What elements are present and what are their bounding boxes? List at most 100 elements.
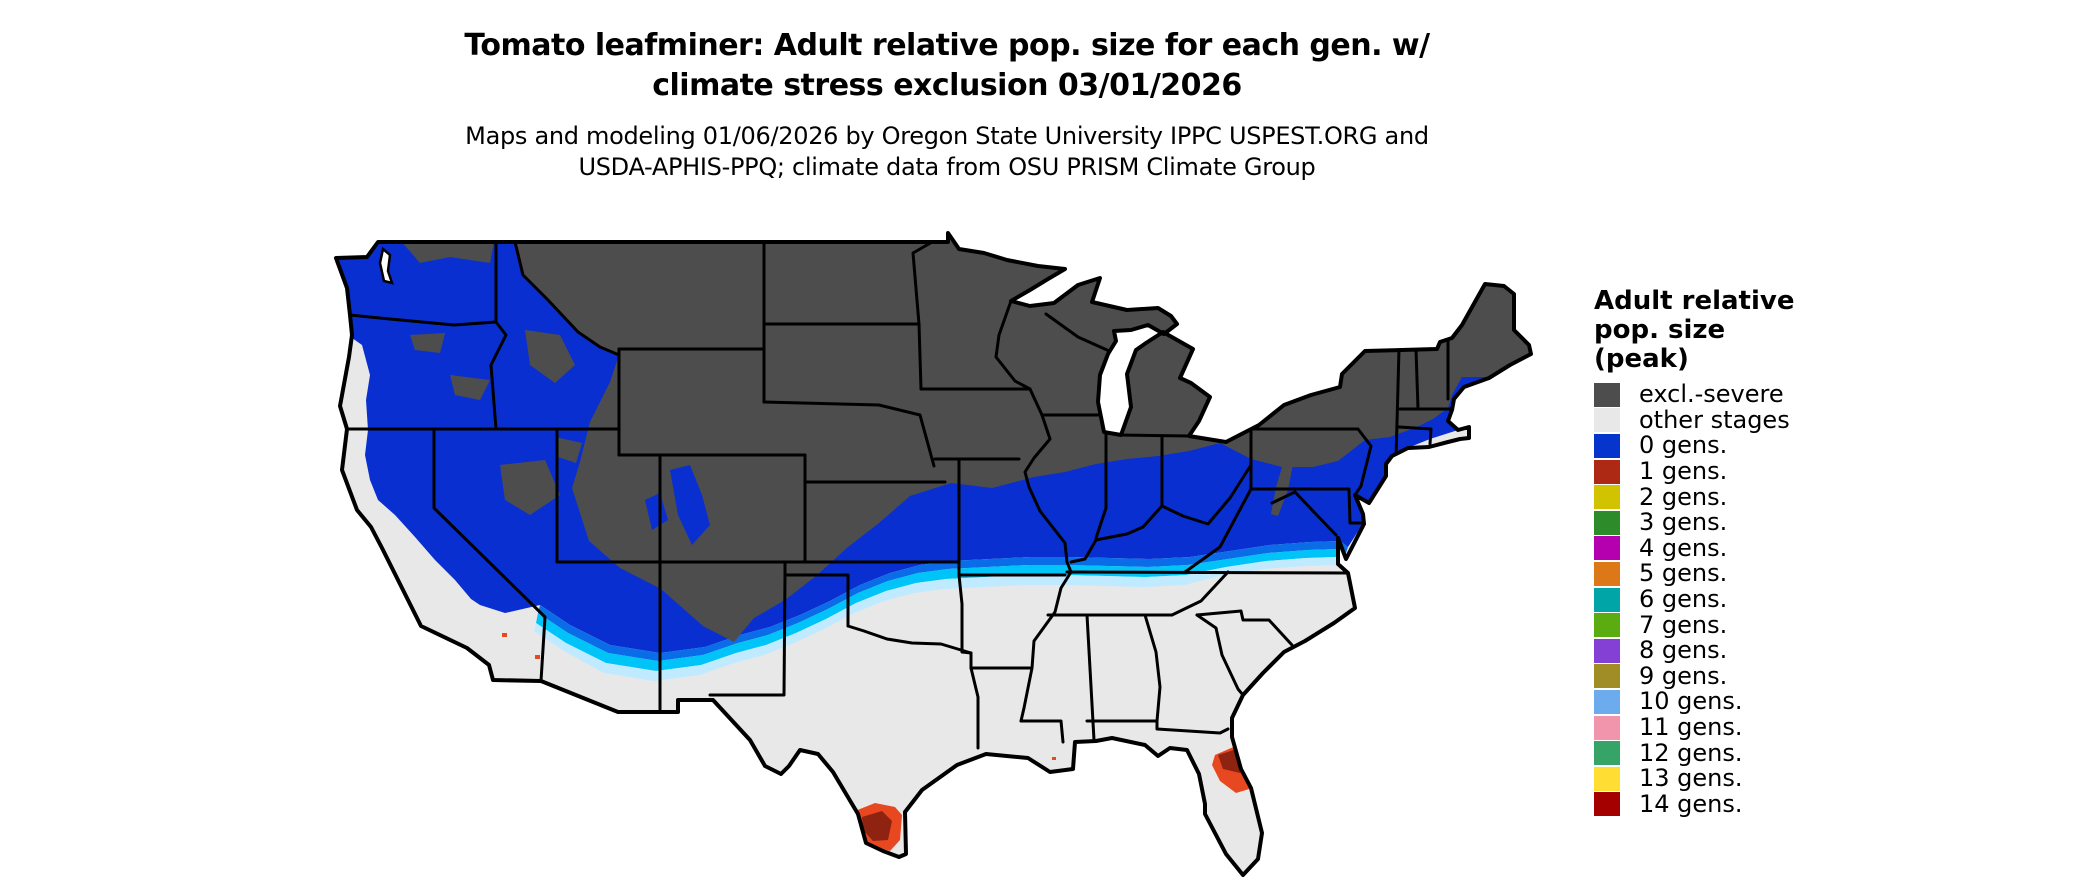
title-line-2: climate stress exclusion 03/01/2026: [652, 68, 1242, 103]
stateline-wi-mi: [1044, 312, 1109, 352]
stateline-ar-west: [957, 560, 973, 655]
map-hotspot-yuma-dot: [535, 655, 540, 659]
map-patch-0gens-colorado-rockies: [670, 465, 710, 545]
us-map: [330, 215, 1560, 892]
legend-color-swatch: [1594, 792, 1620, 817]
stateline-ga-sc: [1195, 613, 1245, 697]
legend-item-label: 12 gens.: [1639, 738, 1743, 767]
legend-item-label: 11 gens.: [1639, 713, 1743, 742]
legend-color-swatch: [1594, 766, 1620, 791]
stateline-ky-wv-va: [1183, 487, 1253, 574]
map-hotspot-coachella-dot: [502, 633, 507, 637]
stateline-wa-or: [348, 313, 498, 327]
stateline-nc-sc: [1195, 609, 1294, 647]
legend-item: 2 gens.: [1594, 484, 1834, 510]
map-band-cyan: [536, 549, 1346, 671]
legend-item: 1 gens.: [1594, 459, 1834, 485]
legend-item-label: 9 gens.: [1639, 661, 1728, 690]
stateline-mi-south: [1119, 433, 1192, 438]
legend-color-swatch: [1594, 689, 1620, 714]
legend-item: 6 gens.: [1594, 587, 1834, 613]
legend-item: 12 gens.: [1594, 740, 1834, 766]
legend-item: other stages: [1594, 405, 1834, 434]
legend-item: 0 gens.: [1594, 433, 1834, 459]
legend-item-label: excl.-severe: [1639, 380, 1784, 409]
title-line-1: Tomato leafminer: Adult relative pop. si…: [464, 28, 1430, 63]
legend-item-label: 10 gens.: [1639, 687, 1743, 716]
stateline-ohio-river: [1069, 463, 1253, 564]
legend-item: 11 gens.: [1594, 715, 1834, 741]
legend-color-swatch: [1594, 408, 1620, 433]
stateline-ok-panhandle-tx: [708, 560, 850, 697]
legend-title-line-3: (peak): [1594, 344, 1689, 374]
stateline-mississippi-river: [994, 299, 1073, 723]
legend-item: 13 gens.: [1594, 766, 1834, 792]
legend-item-label: 2 gens.: [1639, 482, 1728, 511]
legend-item-label: 6 gens.: [1639, 585, 1728, 614]
legend-color-swatch: [1594, 536, 1620, 561]
legend-item: excl.-severe: [1594, 382, 1834, 408]
legend: Adult relative pop. size (peak) excl.-se…: [1594, 287, 1834, 817]
map-patch-excl-central-oregon: [410, 333, 445, 353]
map-title: Tomato leafminer: Adult relative pop. si…: [0, 26, 1894, 106]
legend-color-swatch: [1594, 433, 1620, 458]
stateline-red-river: [846, 624, 973, 655]
stateline-ny-vt: [1394, 347, 1401, 461]
legend-items: excl.-severe other stages 0 gens. 1 gens…: [1594, 382, 1834, 817]
map-patch-excl-central-nevada: [500, 460, 560, 515]
puget-sound: [378, 246, 394, 285]
legend-color-swatch: [1594, 715, 1620, 740]
legend-color-swatch: [1594, 510, 1620, 535]
legend-color-swatch: [1594, 587, 1620, 612]
stateline-ct-ri: [1397, 425, 1433, 446]
legend-item-label: 1 gens.: [1639, 457, 1728, 486]
legend-color-swatch: [1594, 561, 1620, 586]
legend-color-swatch: [1594, 485, 1620, 510]
map-patch-excl-ne-nevada: [555, 437, 582, 463]
legend-title-line-2: pop. size: [1594, 315, 1726, 345]
stateline-ca-nv: [432, 427, 547, 683]
stateline-lat36-6: [1065, 570, 1350, 575]
subtitle-line-2: USDA-APHIS-PPQ; climate data from OSU PR…: [578, 153, 1316, 181]
map-patch-excl-se-oregon: [450, 375, 490, 400]
stateline-vt-nh: [1414, 347, 1420, 411]
legend-item-label: 3 gens.: [1639, 508, 1728, 537]
map-band-azure: [538, 541, 1348, 661]
us-outline: [334, 231, 1533, 877]
subtitle-line-1: Maps and modeling 01/06/2026 by Oregon S…: [465, 122, 1429, 150]
stateline-md-de: [1347, 487, 1366, 525]
legend-item: 3 gens.: [1594, 510, 1834, 536]
stateline-la-ms: [1019, 719, 1065, 744]
stateline-fl-north: [1085, 719, 1230, 735]
stateline-tx-la: [969, 651, 980, 750]
map-patch-excl-central-idaho: [525, 330, 575, 383]
legend-item: 9 gens.: [1594, 661, 1834, 690]
legend-item: 8 gens.: [1594, 638, 1834, 664]
us-map-svg: [334, 231, 1533, 877]
legend-color-swatch: [1594, 741, 1620, 766]
legend-color-swatch: [1594, 638, 1620, 663]
stateline-sd-ne: [762, 400, 936, 468]
map-band-pale: [534, 557, 1344, 681]
legend-item: 14 gens.: [1594, 789, 1834, 818]
stateline-idaho-west: [489, 240, 508, 431]
stateline-ms-al: [1085, 613, 1096, 742]
legend-item-label: other stages: [1639, 405, 1790, 434]
stateline-id-mt: [513, 240, 621, 357]
legend-item: 7 gens.: [1594, 612, 1834, 638]
map-hotspot-south-texas-core: [862, 811, 892, 841]
legend-color-swatch: [1594, 459, 1620, 484]
stateline-potomac: [1270, 490, 1338, 537]
legend-item-label: 14 gens.: [1639, 789, 1743, 818]
stateline-tn-nc: [1170, 570, 1230, 617]
legend-item: 10 gens.: [1594, 689, 1834, 715]
legend-item-label: 13 gens.: [1639, 764, 1743, 793]
legend-item: 4 gens.: [1594, 535, 1834, 562]
legend-item-label: 5 gens.: [1639, 559, 1728, 588]
map-patch-0gens-colorado-west: [645, 493, 668, 530]
stateline-pa-north-nj: [1249, 427, 1373, 497]
legend-item-label: 0 gens.: [1639, 431, 1728, 460]
legend-item-label: 7 gens.: [1639, 610, 1728, 639]
stateline-il-in: [1094, 430, 1108, 540]
legend-item-label: 8 gens.: [1639, 636, 1728, 665]
